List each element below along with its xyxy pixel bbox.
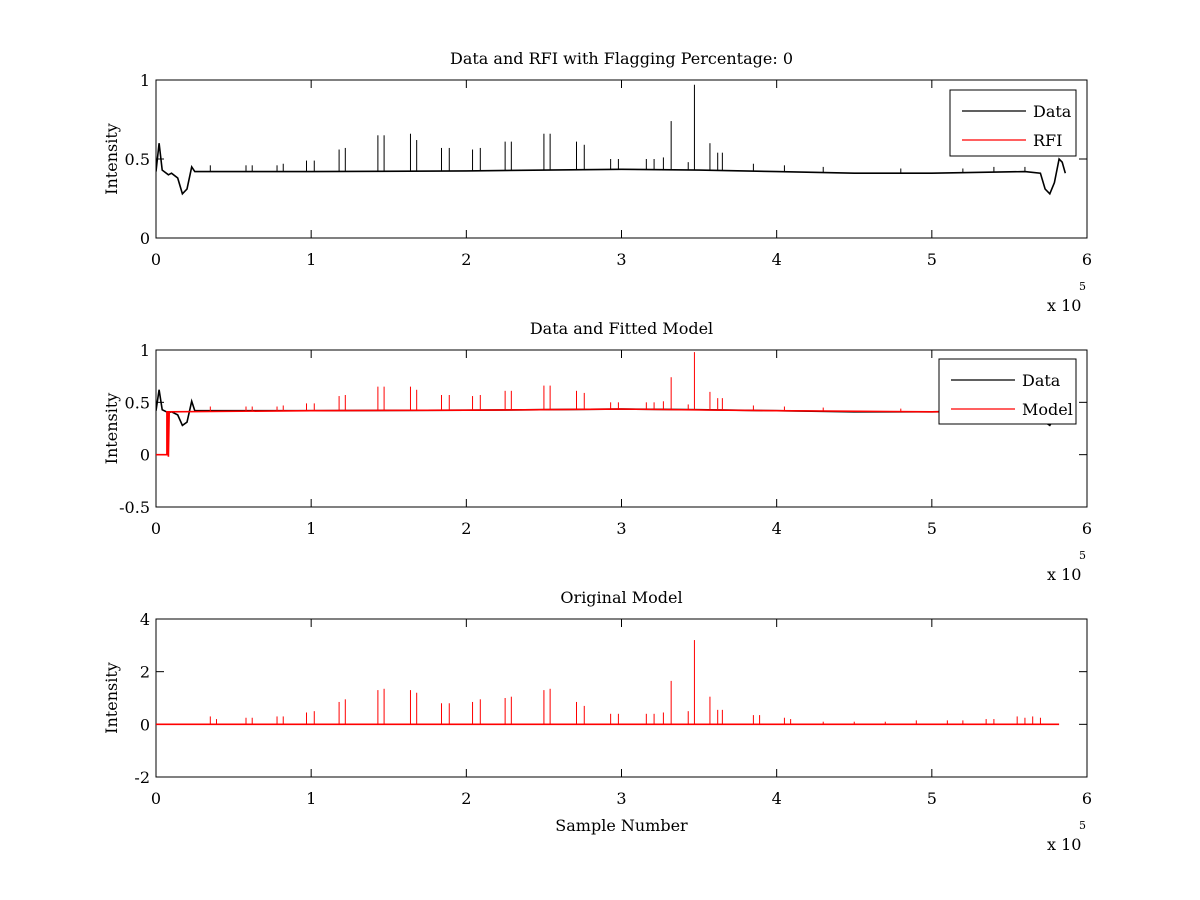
x-tick-label: 5 <box>927 250 937 269</box>
chart-title: Original Model <box>560 588 682 607</box>
legend-label: Model <box>1022 400 1073 419</box>
y-axis-label: Intensity <box>102 662 121 734</box>
chart-title: Data and RFI with Flagging Percentage: 0 <box>450 49 793 68</box>
y-tick-label: 0.5 <box>125 150 150 169</box>
legend: Data Model <box>938 358 1077 425</box>
y-tick-label: 4 <box>140 610 150 629</box>
x-multiplier-exponent: 5 <box>1079 819 1086 832</box>
y-axis-label: Intensity <box>102 393 121 465</box>
x-multiplier-base: x 10 <box>1047 835 1081 854</box>
y-tick-label: 0 <box>140 446 150 465</box>
x-tick-label: 6 <box>1082 250 1092 269</box>
x-tick-label: 3 <box>616 519 626 538</box>
legend-box <box>938 358 1077 425</box>
x-tick-label: 2 <box>461 789 471 808</box>
y-axis-label: Intensity <box>102 123 121 195</box>
chart-title: Data and Fitted Model <box>530 319 713 338</box>
x-multiplier-base: x 10 <box>1047 296 1081 315</box>
x-tick-label: 6 <box>1082 519 1092 538</box>
y-tick-label: 0.5 <box>125 393 150 412</box>
legend: Data RFI <box>949 89 1077 157</box>
x-tick-label: 6 <box>1082 789 1092 808</box>
legend-box <box>949 89 1077 157</box>
x-multiplier-exponent: 5 <box>1079 280 1086 293</box>
x-tick-label: 1 <box>306 250 316 269</box>
x-tick-label: 4 <box>772 789 782 808</box>
x-tick-label: 0 <box>151 519 161 538</box>
x-tick-label: 0 <box>151 789 161 808</box>
x-tick-label: 1 <box>306 519 316 538</box>
axes-frame <box>155 618 1088 778</box>
series-model <box>156 352 1033 457</box>
x-tick-label: 3 <box>616 250 626 269</box>
series-original-model <box>156 640 1060 726</box>
y-tick-label: -0.5 <box>119 498 150 517</box>
x-tick-label: 3 <box>616 789 626 808</box>
x-multiplier-exponent: 5 <box>1079 549 1086 562</box>
x-tick-label: 4 <box>772 250 782 269</box>
y-tick-label: 2 <box>140 663 150 682</box>
x-tick-label: 2 <box>461 250 471 269</box>
x-multiplier-base: x 10 <box>1047 565 1081 584</box>
series-line <box>156 143 1067 196</box>
axes-frame <box>155 79 1088 239</box>
legend-label: Data <box>1022 371 1061 390</box>
axes-frame <box>155 349 1088 508</box>
y-tick-label: 0 <box>140 715 150 734</box>
series-line <box>156 408 1033 457</box>
x-tick-label: 1 <box>306 789 316 808</box>
x-tick-label: 5 <box>927 789 937 808</box>
y-tick-label: 0 <box>140 229 150 248</box>
x-tick-label: 2 <box>461 519 471 538</box>
x-tick-label: 4 <box>772 519 782 538</box>
y-tick-label: -2 <box>134 768 150 787</box>
x-axis-label: Sample Number <box>555 816 688 835</box>
legend-label: Data <box>1033 102 1072 121</box>
x-tick-label: 0 <box>151 250 161 269</box>
y-tick-label: 1 <box>140 71 150 90</box>
series-data <box>156 84 1067 196</box>
chart-panel-1: 0 1 2 3 4 5 6 0 0.5 1 Data and RFI with Flagging P… <box>102 49 1092 315</box>
legend-label: RFI <box>1033 131 1062 150</box>
y-tick-label: 1 <box>140 341 150 360</box>
x-tick-label: 5 <box>927 519 937 538</box>
